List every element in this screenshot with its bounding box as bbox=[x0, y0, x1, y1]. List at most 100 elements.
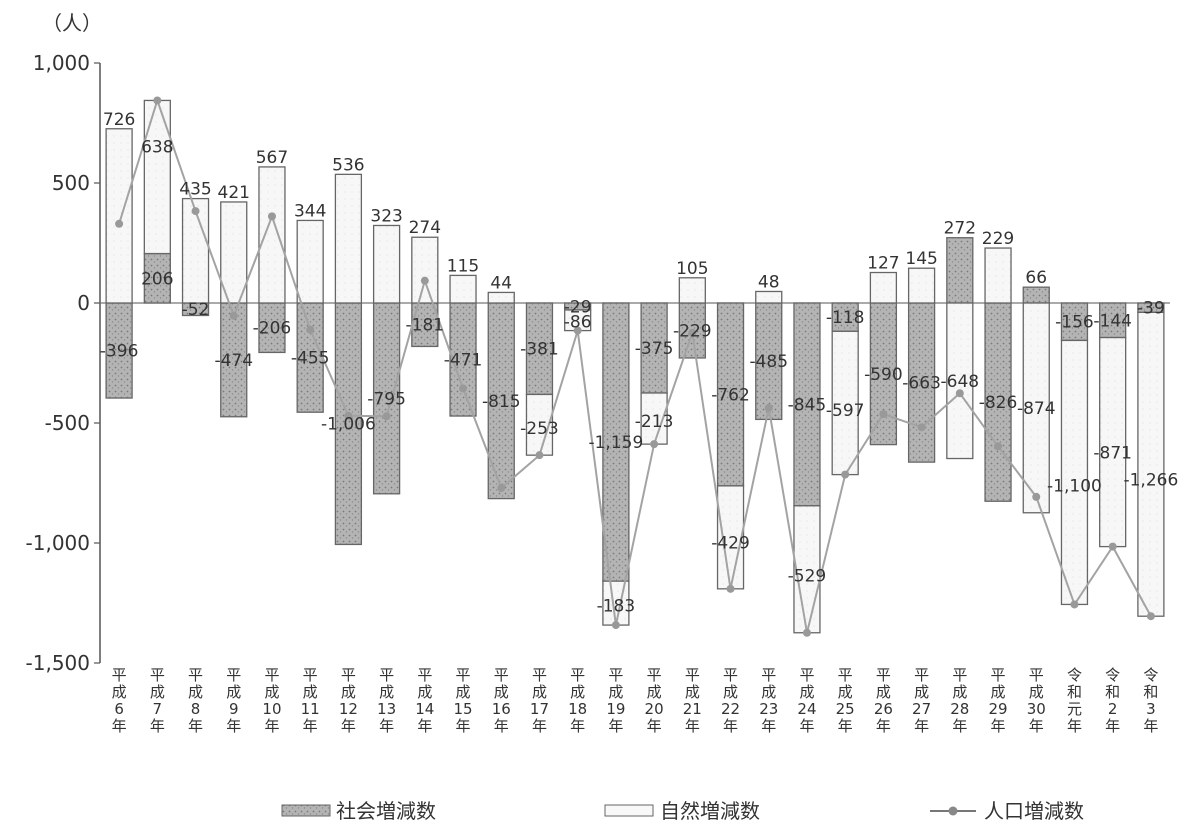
label-social: -156 bbox=[1055, 313, 1094, 333]
bar-natural bbox=[487, 291, 515, 304]
bar-social bbox=[449, 302, 477, 417]
label-natural: 274 bbox=[409, 218, 441, 238]
bar-natural bbox=[181, 197, 210, 304]
population-point bbox=[879, 410, 888, 419]
population-point bbox=[650, 440, 659, 449]
population-point bbox=[1146, 612, 1155, 621]
label-natural: 638 bbox=[141, 137, 173, 157]
bar-natural bbox=[296, 219, 324, 304]
category-label: 平成 22 年 bbox=[721, 666, 740, 735]
label-social: -455 bbox=[291, 349, 330, 369]
label-social: -144 bbox=[1093, 311, 1132, 331]
label-natural: -429 bbox=[711, 534, 750, 554]
legend-swatch-social bbox=[281, 804, 331, 817]
legend: 社会増減数 自然増減数 人口増減数 bbox=[281, 799, 1084, 823]
label-social: -590 bbox=[864, 365, 903, 385]
category-label: 平成 16 年 bbox=[492, 666, 511, 735]
bar-social bbox=[755, 302, 783, 421]
category-label: 平成 12 年 bbox=[339, 666, 358, 735]
label-natural: -86 bbox=[564, 312, 592, 332]
label-social: 206 bbox=[141, 269, 173, 289]
population-line-path bbox=[118, 97, 1152, 634]
label-social: -474 bbox=[214, 351, 253, 371]
category-label: 平成 24 年 bbox=[797, 666, 816, 735]
bar-natural bbox=[1137, 311, 1165, 617]
bar-social bbox=[1022, 286, 1050, 304]
label-social: -471 bbox=[444, 351, 483, 371]
category-label: 平成 6 年 bbox=[112, 666, 127, 735]
bar-social bbox=[984, 302, 1012, 502]
label-natural: -648 bbox=[941, 372, 980, 392]
category-label: 平成 29 年 bbox=[988, 666, 1007, 735]
label-natural: -253 bbox=[520, 419, 559, 439]
bar-natural bbox=[946, 302, 974, 460]
label-natural: 567 bbox=[256, 148, 288, 168]
bar-natural bbox=[334, 173, 363, 304]
label-social: -845 bbox=[788, 395, 827, 415]
category-label: 平成 8 年 bbox=[188, 666, 203, 735]
population-line bbox=[115, 96, 1155, 637]
legend-label-social: 社会増減数 bbox=[336, 799, 436, 823]
population-point bbox=[459, 384, 468, 393]
bar-social bbox=[716, 302, 745, 487]
bar-natural bbox=[220, 201, 248, 304]
category-label: 平成 9 年 bbox=[226, 666, 241, 735]
label-social: -396 bbox=[100, 342, 139, 362]
label-social: -381 bbox=[520, 340, 559, 360]
label-natural: 44 bbox=[490, 273, 512, 293]
bar-natural bbox=[449, 274, 477, 304]
bar-natural bbox=[1060, 339, 1089, 606]
bar-natural bbox=[411, 236, 439, 304]
population-point bbox=[535, 451, 544, 460]
label-social: -29 bbox=[564, 297, 592, 317]
label-social: -1,006 bbox=[321, 415, 376, 435]
label-social: -815 bbox=[482, 392, 521, 412]
category-label: 平成 21 年 bbox=[683, 666, 702, 735]
y-tick-label: -1,500 bbox=[26, 651, 90, 675]
bar-natural bbox=[1099, 336, 1127, 548]
bar-social bbox=[602, 302, 630, 582]
label-social: -375 bbox=[635, 339, 674, 359]
label-natural: -183 bbox=[597, 596, 636, 616]
category-label: 平成 10 年 bbox=[262, 666, 281, 735]
label-natural: 435 bbox=[179, 180, 211, 200]
label-social: -39 bbox=[1137, 299, 1165, 319]
category-label: 平成 26 年 bbox=[874, 666, 893, 735]
category-label: 平成 23 年 bbox=[759, 666, 778, 735]
label-natural: 145 bbox=[905, 249, 937, 269]
bar-social bbox=[258, 302, 286, 354]
category-label: 平成 15 年 bbox=[453, 666, 472, 735]
category-label: 平成 20 年 bbox=[645, 666, 664, 735]
population-point bbox=[688, 328, 697, 337]
legend-swatch-point bbox=[948, 806, 958, 816]
population-point bbox=[344, 411, 353, 420]
bar-natural bbox=[869, 271, 898, 304]
population-point bbox=[229, 311, 238, 320]
bar-natural bbox=[755, 290, 783, 304]
legend-label-natural: 自然増減数 bbox=[660, 799, 760, 823]
label-natural: 105 bbox=[676, 259, 708, 279]
bar-social bbox=[525, 302, 554, 396]
y-tick-label: 1,000 bbox=[33, 51, 90, 75]
bars bbox=[105, 99, 1165, 634]
bar-social bbox=[640, 302, 668, 394]
label-natural: -597 bbox=[826, 401, 865, 421]
population-point bbox=[191, 207, 200, 216]
population-point bbox=[573, 326, 582, 335]
category-label: 平成 18 年 bbox=[568, 666, 587, 735]
label-natural: 536 bbox=[332, 155, 364, 175]
category-label: 令和 3 年 bbox=[1143, 666, 1158, 735]
bar-social bbox=[372, 302, 401, 495]
population-point bbox=[497, 484, 506, 493]
population-point bbox=[841, 470, 850, 479]
y-tick-label: 0 bbox=[77, 291, 90, 315]
label-social: -181 bbox=[406, 316, 445, 336]
population-point bbox=[764, 403, 773, 412]
y-tick-label: 500 bbox=[52, 171, 90, 195]
population-point bbox=[382, 412, 391, 421]
population-point bbox=[611, 621, 620, 630]
population-point bbox=[994, 442, 1003, 451]
bar-natural bbox=[907, 267, 936, 304]
bar-social bbox=[793, 302, 821, 507]
bar-natural bbox=[678, 277, 706, 304]
